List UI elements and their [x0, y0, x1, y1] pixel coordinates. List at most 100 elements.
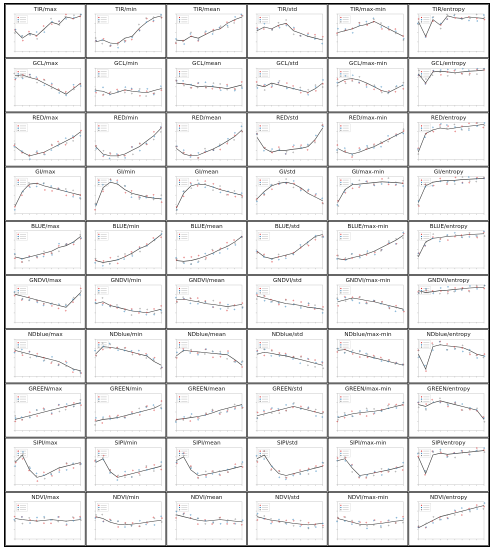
series-line — [337, 181, 404, 203]
legend-marker — [178, 125, 181, 127]
data-point — [256, 461, 259, 463]
data-point — [28, 351, 31, 353]
data-point — [380, 521, 382, 523]
data-point — [79, 370, 81, 373]
data-point — [336, 34, 338, 36]
data-point — [145, 405, 147, 408]
data-point — [373, 84, 376, 86]
data-point — [380, 471, 383, 473]
data-point — [256, 298, 258, 300]
data-point — [13, 253, 16, 255]
data-point — [417, 526, 420, 529]
data-point — [417, 200, 420, 202]
subplot-title: GNDVI/min — [111, 278, 142, 284]
data-point — [28, 185, 30, 187]
legend-marker — [98, 504, 100, 506]
legend-marker — [17, 183, 19, 186]
data-point — [72, 519, 75, 522]
data-point — [160, 521, 163, 523]
data-point — [226, 88, 228, 91]
data-point — [337, 27, 339, 30]
data-point — [204, 300, 207, 302]
subplot-ndblue-mean: NDblue/mean — [166, 329, 247, 384]
data-point — [42, 407, 45, 410]
data-point — [241, 361, 243, 363]
data-point — [418, 69, 420, 72]
data-point — [197, 302, 199, 305]
data-point — [439, 69, 442, 71]
data-point — [219, 83, 221, 85]
data-point — [241, 196, 243, 199]
data-point — [418, 356, 420, 358]
subplot-border — [247, 275, 328, 330]
data-point — [366, 527, 368, 530]
data-point — [299, 244, 302, 246]
data-point — [381, 178, 383, 180]
data-point — [227, 350, 229, 352]
data-point — [359, 296, 361, 298]
data-point — [300, 307, 302, 309]
data-point — [146, 244, 148, 247]
data-point — [29, 75, 31, 78]
data-point — [65, 365, 67, 367]
data-point — [431, 129, 434, 132]
data-point — [116, 183, 119, 186]
data-point — [322, 526, 324, 529]
data-point — [153, 135, 156, 138]
data-point — [307, 304, 310, 307]
legend — [16, 177, 28, 187]
data-point — [373, 412, 376, 414]
data-point — [204, 300, 206, 303]
data-point — [292, 403, 294, 405]
data-point — [446, 343, 448, 345]
data-point — [35, 185, 38, 188]
data-point — [293, 28, 295, 30]
data-point — [468, 233, 471, 236]
data-point — [29, 356, 31, 359]
data-point — [293, 182, 295, 185]
subplot-border — [85, 221, 167, 275]
data-point — [270, 355, 273, 357]
data-point — [344, 149, 346, 152]
data-point — [43, 84, 46, 87]
data-point — [13, 144, 16, 147]
series-line — [176, 82, 243, 89]
data-point — [432, 522, 434, 524]
legend — [258, 340, 270, 349]
data-point — [139, 149, 141, 152]
data-point — [403, 310, 405, 313]
data-point — [212, 28, 215, 31]
series-line — [14, 402, 81, 420]
legend-marker — [340, 504, 342, 506]
data-point — [278, 258, 280, 261]
data-point — [72, 243, 75, 246]
data-point — [322, 411, 324, 414]
data-point — [454, 176, 457, 179]
legend-marker — [17, 396, 19, 398]
data-point — [337, 200, 339, 202]
legend-marker — [259, 125, 261, 127]
data-point — [139, 411, 141, 413]
legend-marker — [420, 181, 423, 183]
data-point — [402, 128, 405, 130]
legend-marker — [98, 179, 100, 181]
data-point — [175, 257, 177, 259]
data-point — [241, 463, 243, 465]
data-point — [240, 81, 243, 83]
data-point — [475, 13, 478, 16]
series-line — [95, 181, 162, 207]
data-point — [351, 183, 353, 185]
data-point — [139, 196, 141, 199]
data-point — [417, 153, 420, 155]
data-point — [461, 451, 464, 454]
subplot-gi-mean: GI/mean — [166, 166, 247, 221]
data-point — [277, 21, 280, 24]
data-point — [263, 515, 266, 517]
data-point — [439, 238, 441, 240]
data-point — [314, 86, 317, 88]
data-point — [381, 474, 383, 476]
data-point — [182, 261, 185, 264]
data-point — [387, 26, 390, 28]
data-point — [476, 357, 478, 359]
data-point — [145, 352, 147, 355]
